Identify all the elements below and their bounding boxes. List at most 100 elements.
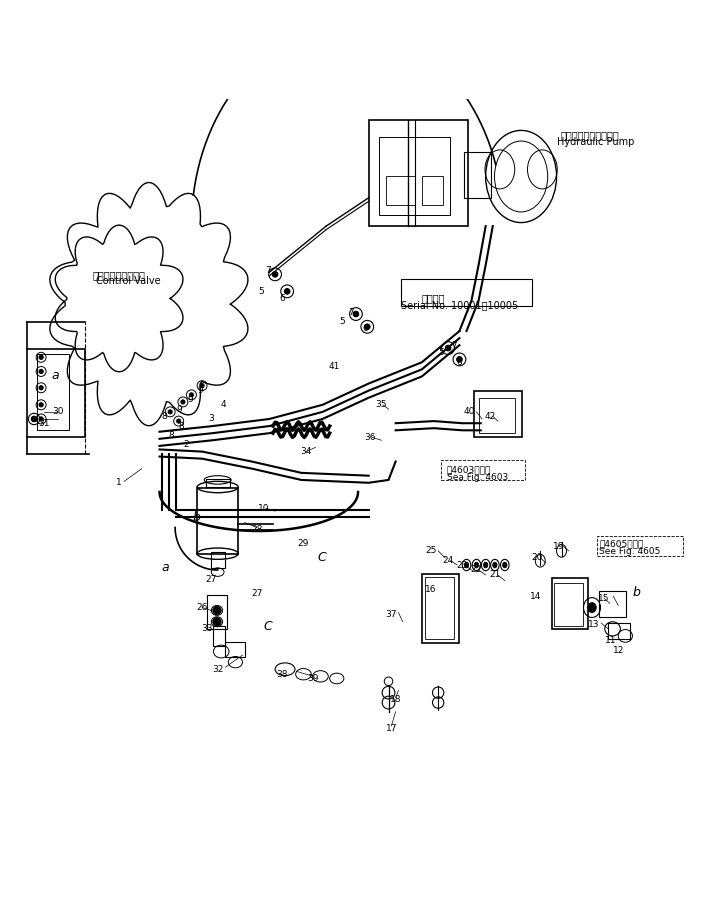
Circle shape xyxy=(39,370,43,373)
Text: 19: 19 xyxy=(553,542,564,551)
Text: C: C xyxy=(318,551,326,564)
Bar xyxy=(369,120,468,226)
Bar xyxy=(197,488,238,554)
Text: 33: 33 xyxy=(201,624,213,633)
Text: 5: 5 xyxy=(339,317,345,326)
Bar xyxy=(441,460,525,480)
Text: 36: 36 xyxy=(364,433,376,442)
Text: 37: 37 xyxy=(386,610,397,619)
Text: 17: 17 xyxy=(386,724,397,733)
Text: 28: 28 xyxy=(251,525,262,534)
Circle shape xyxy=(31,416,37,422)
Text: 11: 11 xyxy=(605,636,617,645)
Bar xyxy=(37,353,69,430)
Text: 14: 14 xyxy=(530,592,541,601)
Text: 第4605図参照: 第4605図参照 xyxy=(599,539,644,548)
Text: 第4603図参照: 第4603図参照 xyxy=(447,466,491,475)
Text: a: a xyxy=(51,370,59,382)
Text: C: C xyxy=(264,620,272,632)
Text: 42: 42 xyxy=(485,411,496,420)
Bar xyxy=(599,591,626,618)
Text: 8: 8 xyxy=(178,421,184,430)
Circle shape xyxy=(364,324,370,330)
Text: b: b xyxy=(193,511,201,525)
Ellipse shape xyxy=(493,563,497,568)
Circle shape xyxy=(284,288,290,294)
Text: 9: 9 xyxy=(197,386,203,395)
Text: 34: 34 xyxy=(301,447,312,456)
Text: 39: 39 xyxy=(308,674,319,683)
Bar xyxy=(425,577,454,640)
Text: 31: 31 xyxy=(38,419,50,428)
Text: 7: 7 xyxy=(452,341,457,350)
Text: 13: 13 xyxy=(588,620,600,629)
Bar xyxy=(379,138,450,216)
Bar xyxy=(464,151,491,198)
Text: 29: 29 xyxy=(298,539,309,548)
Text: 21: 21 xyxy=(489,571,501,580)
Text: 22: 22 xyxy=(471,565,482,574)
Text: 適用号機: 適用号機 xyxy=(422,294,445,304)
Text: 40: 40 xyxy=(464,408,475,417)
Bar xyxy=(213,626,225,646)
Text: Hydraulic Pump: Hydraulic Pump xyxy=(557,137,634,147)
Text: 15: 15 xyxy=(598,593,610,602)
Text: 3: 3 xyxy=(208,414,214,423)
Text: Sea Fig. 4603: Sea Fig. 4603 xyxy=(447,473,508,482)
Circle shape xyxy=(445,345,451,351)
Text: 41: 41 xyxy=(329,362,340,371)
Text: ハイドロリックポンプ: ハイドロリックポンプ xyxy=(560,130,619,140)
Bar xyxy=(386,177,415,205)
Circle shape xyxy=(457,357,462,362)
Bar xyxy=(27,349,85,438)
Circle shape xyxy=(200,383,204,388)
Text: 35: 35 xyxy=(376,400,387,410)
Text: コントロールバルブ: コントロールバルブ xyxy=(92,270,145,280)
Text: Serial No. 10001【10005: Serial No. 10001【10005 xyxy=(401,301,518,311)
Ellipse shape xyxy=(503,563,507,568)
Text: 25: 25 xyxy=(425,546,437,555)
Bar xyxy=(207,595,227,629)
Text: a: a xyxy=(162,561,169,573)
Circle shape xyxy=(181,400,185,404)
Text: 7: 7 xyxy=(265,265,271,275)
Ellipse shape xyxy=(474,563,479,568)
Circle shape xyxy=(272,272,278,277)
Bar xyxy=(552,578,588,629)
Text: 16: 16 xyxy=(425,584,437,593)
Text: 2: 2 xyxy=(183,440,189,449)
Bar xyxy=(422,573,459,643)
Text: 6: 6 xyxy=(362,324,368,333)
Circle shape xyxy=(189,392,194,397)
Circle shape xyxy=(39,355,43,360)
Circle shape xyxy=(213,606,221,614)
Text: 1: 1 xyxy=(116,478,122,487)
Text: 5: 5 xyxy=(258,287,264,296)
Text: 12: 12 xyxy=(613,646,624,655)
Text: b: b xyxy=(632,586,640,599)
Text: 8: 8 xyxy=(169,430,174,439)
Text: 18: 18 xyxy=(390,695,401,704)
Text: 26: 26 xyxy=(196,603,208,612)
Text: 9: 9 xyxy=(187,395,193,404)
Bar xyxy=(401,278,532,305)
Circle shape xyxy=(39,417,43,421)
Text: 7: 7 xyxy=(348,308,354,317)
Text: 9: 9 xyxy=(177,405,182,413)
Bar xyxy=(597,536,683,555)
Ellipse shape xyxy=(464,563,469,568)
Bar xyxy=(206,478,230,487)
Ellipse shape xyxy=(484,563,488,568)
Bar xyxy=(474,391,522,438)
Circle shape xyxy=(168,410,172,414)
Bar xyxy=(225,641,245,657)
Bar xyxy=(211,553,225,568)
Text: 27: 27 xyxy=(206,574,217,583)
Text: Control Valve: Control Valve xyxy=(96,276,160,286)
Bar xyxy=(554,583,583,626)
Text: 27: 27 xyxy=(251,589,262,598)
Text: 8: 8 xyxy=(162,411,167,420)
Text: 30: 30 xyxy=(52,408,64,417)
Bar xyxy=(422,177,443,205)
Text: 38: 38 xyxy=(277,670,288,679)
